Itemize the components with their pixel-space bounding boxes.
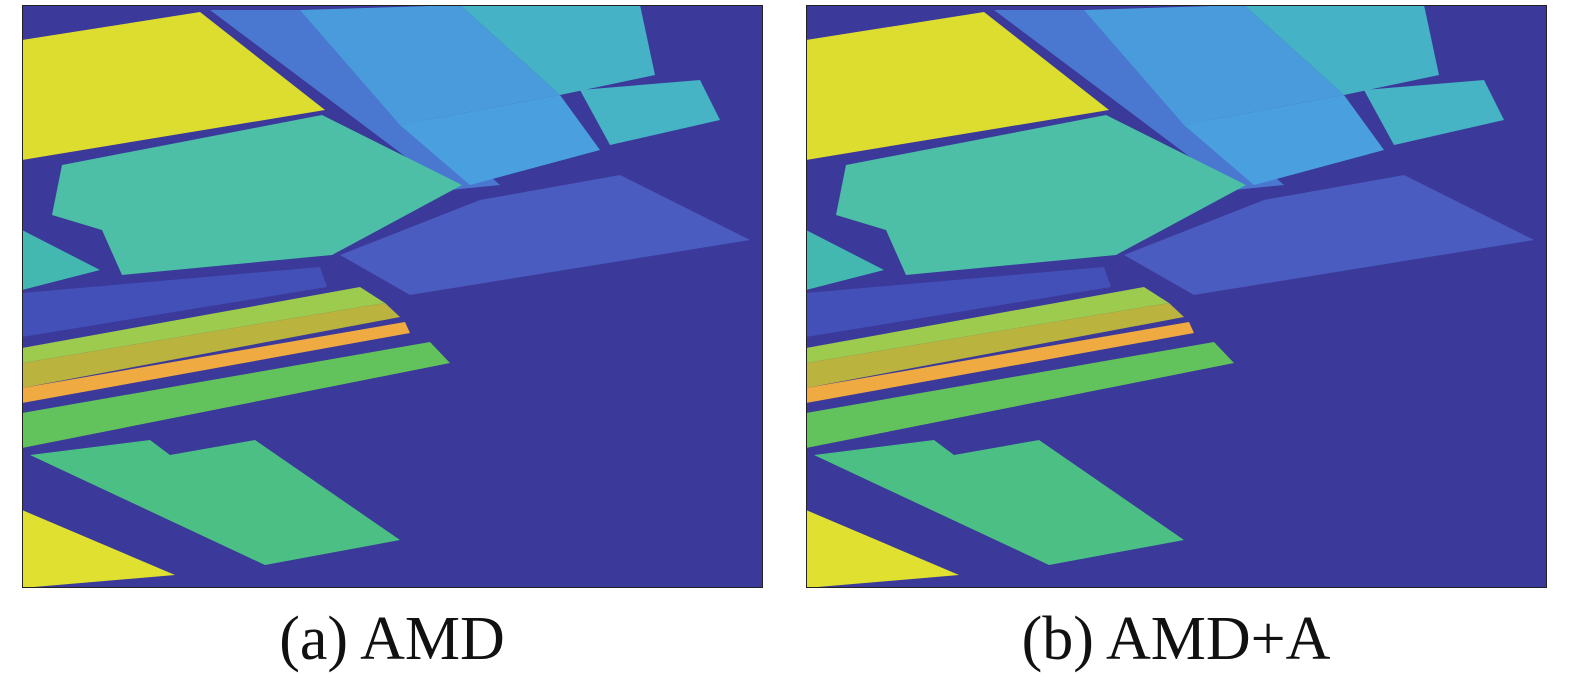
map-panel-a bbox=[21, 4, 764, 589]
map-panel-b bbox=[805, 4, 1548, 589]
caption: (a) AMD bbox=[279, 605, 505, 673]
caption: (b) AMD+A bbox=[1022, 605, 1331, 673]
